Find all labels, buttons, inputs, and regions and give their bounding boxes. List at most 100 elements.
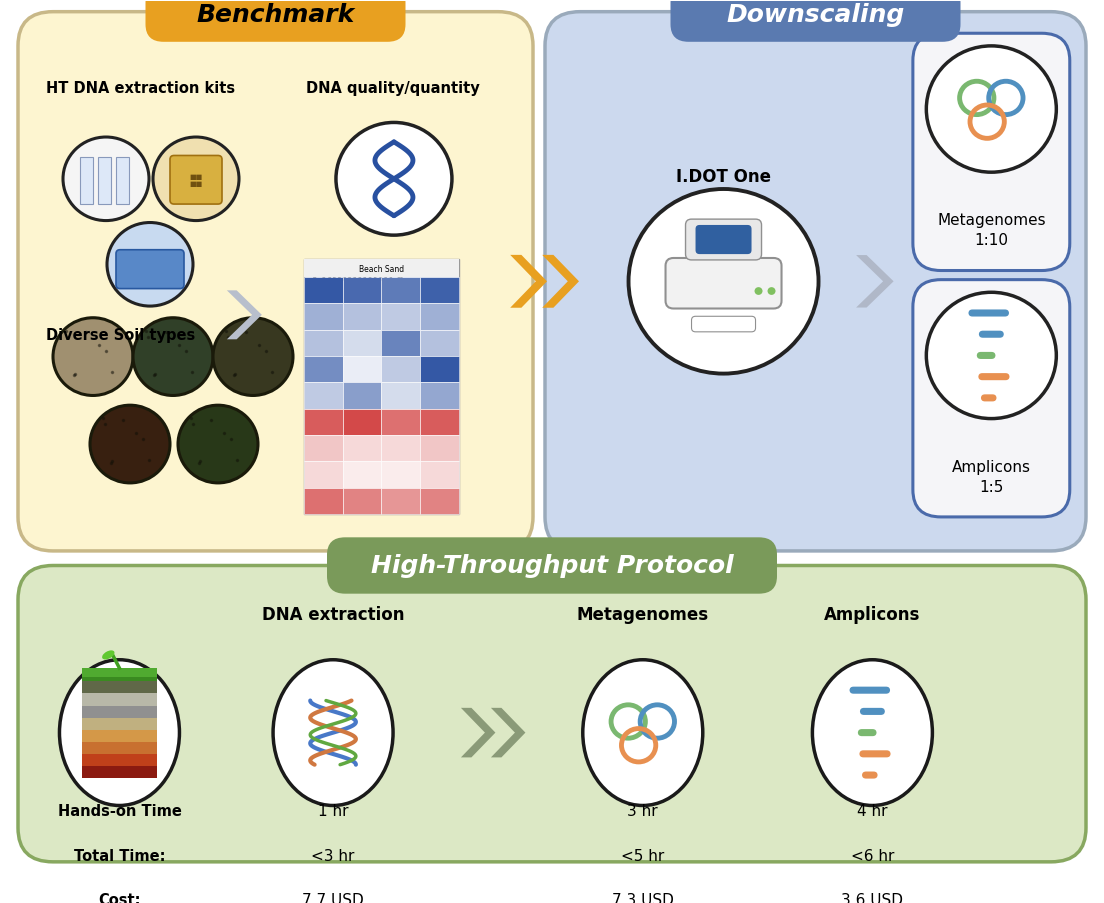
Bar bbox=[304, 260, 459, 277]
Text: Downscaling: Downscaling bbox=[726, 3, 904, 26]
Bar bbox=[342, 330, 381, 357]
Bar bbox=[304, 409, 342, 435]
FancyBboxPatch shape bbox=[858, 730, 877, 736]
Text: Amplicons
1:5: Amplicons 1:5 bbox=[952, 460, 1031, 494]
Bar bbox=[83, 682, 157, 694]
Text: 3 hr: 3 hr bbox=[627, 803, 658, 818]
Bar bbox=[342, 277, 381, 304]
Bar bbox=[304, 435, 342, 461]
Bar bbox=[83, 718, 157, 730]
Bar bbox=[342, 489, 381, 515]
Bar bbox=[304, 260, 459, 515]
Text: Metagenomes: Metagenomes bbox=[576, 605, 709, 623]
Text: 7.3 USD: 7.3 USD bbox=[612, 892, 673, 903]
Bar bbox=[83, 742, 157, 754]
Ellipse shape bbox=[813, 660, 933, 805]
Bar bbox=[79, 158, 93, 205]
FancyBboxPatch shape bbox=[860, 708, 885, 715]
FancyBboxPatch shape bbox=[981, 395, 997, 402]
FancyBboxPatch shape bbox=[691, 317, 755, 332]
Text: <5 hr: <5 hr bbox=[622, 848, 665, 862]
Text: 7.7 USD: 7.7 USD bbox=[302, 892, 364, 903]
Bar bbox=[421, 435, 459, 461]
Bar bbox=[83, 694, 157, 706]
Circle shape bbox=[63, 138, 149, 221]
Bar bbox=[116, 158, 129, 205]
Bar bbox=[304, 461, 342, 489]
Bar bbox=[421, 489, 459, 515]
FancyBboxPatch shape bbox=[666, 258, 782, 309]
Ellipse shape bbox=[102, 651, 115, 660]
Bar bbox=[381, 357, 421, 383]
Text: Diverse Soil types: Diverse Soil types bbox=[46, 328, 195, 342]
Bar bbox=[83, 668, 157, 682]
Polygon shape bbox=[226, 291, 262, 340]
FancyBboxPatch shape bbox=[862, 772, 878, 778]
Bar bbox=[421, 330, 459, 357]
Circle shape bbox=[91, 405, 170, 483]
Circle shape bbox=[926, 47, 1057, 173]
Text: 1 hr: 1 hr bbox=[318, 803, 348, 818]
Bar bbox=[304, 330, 342, 357]
Bar bbox=[304, 383, 342, 409]
Circle shape bbox=[107, 223, 193, 307]
Bar bbox=[83, 754, 157, 766]
Polygon shape bbox=[856, 256, 893, 308]
FancyBboxPatch shape bbox=[18, 566, 1086, 861]
Bar bbox=[342, 304, 381, 330]
Bar bbox=[83, 730, 157, 742]
Text: Cost:: Cost: bbox=[98, 892, 140, 903]
FancyBboxPatch shape bbox=[913, 280, 1070, 517]
FancyBboxPatch shape bbox=[978, 374, 1009, 381]
Bar bbox=[342, 461, 381, 489]
Circle shape bbox=[213, 319, 293, 396]
Text: DNA quality/quantity: DNA quality/quantity bbox=[307, 81, 480, 96]
Polygon shape bbox=[461, 708, 496, 758]
Ellipse shape bbox=[273, 660, 393, 805]
Text: Amplicons: Amplicons bbox=[825, 605, 921, 623]
Text: High-Throughput Protocol: High-Throughput Protocol bbox=[371, 554, 733, 578]
Text: 4 hr: 4 hr bbox=[857, 803, 888, 818]
FancyBboxPatch shape bbox=[979, 331, 1004, 339]
Bar bbox=[342, 435, 381, 461]
Bar bbox=[381, 304, 421, 330]
Text: 3.6 USD: 3.6 USD bbox=[841, 892, 903, 903]
Text: DNA extraction: DNA extraction bbox=[262, 605, 404, 623]
Circle shape bbox=[336, 124, 452, 236]
Polygon shape bbox=[491, 708, 526, 758]
Ellipse shape bbox=[60, 660, 180, 805]
Text: <6 hr: <6 hr bbox=[851, 848, 894, 862]
Text: Community: Community bbox=[311, 269, 405, 284]
FancyBboxPatch shape bbox=[696, 226, 752, 255]
Circle shape bbox=[767, 288, 775, 295]
FancyBboxPatch shape bbox=[859, 750, 891, 758]
FancyBboxPatch shape bbox=[545, 13, 1086, 552]
Polygon shape bbox=[510, 256, 546, 309]
Bar bbox=[421, 277, 459, 304]
Bar bbox=[421, 357, 459, 383]
Bar bbox=[342, 357, 381, 383]
Circle shape bbox=[926, 293, 1057, 419]
Bar bbox=[83, 706, 157, 718]
Text: HT DNA extraction kits: HT DNA extraction kits bbox=[46, 81, 235, 96]
Bar bbox=[304, 304, 342, 330]
FancyBboxPatch shape bbox=[670, 0, 960, 42]
Text: Beach Sand: Beach Sand bbox=[359, 265, 404, 274]
Bar bbox=[304, 357, 342, 383]
FancyBboxPatch shape bbox=[968, 310, 1009, 317]
Bar bbox=[381, 383, 421, 409]
Bar bbox=[342, 383, 381, 409]
Bar bbox=[98, 158, 112, 205]
Circle shape bbox=[53, 319, 132, 396]
Bar bbox=[381, 435, 421, 461]
Text: Hands-on Time: Hands-on Time bbox=[57, 803, 181, 818]
Bar bbox=[421, 409, 459, 435]
FancyBboxPatch shape bbox=[146, 0, 405, 42]
FancyBboxPatch shape bbox=[327, 537, 777, 594]
FancyBboxPatch shape bbox=[116, 250, 184, 289]
Text: Metagenomes
1:10: Metagenomes 1:10 bbox=[937, 213, 1045, 247]
Bar bbox=[304, 489, 342, 515]
FancyBboxPatch shape bbox=[977, 352, 996, 359]
FancyBboxPatch shape bbox=[686, 219, 762, 261]
Bar bbox=[342, 409, 381, 435]
